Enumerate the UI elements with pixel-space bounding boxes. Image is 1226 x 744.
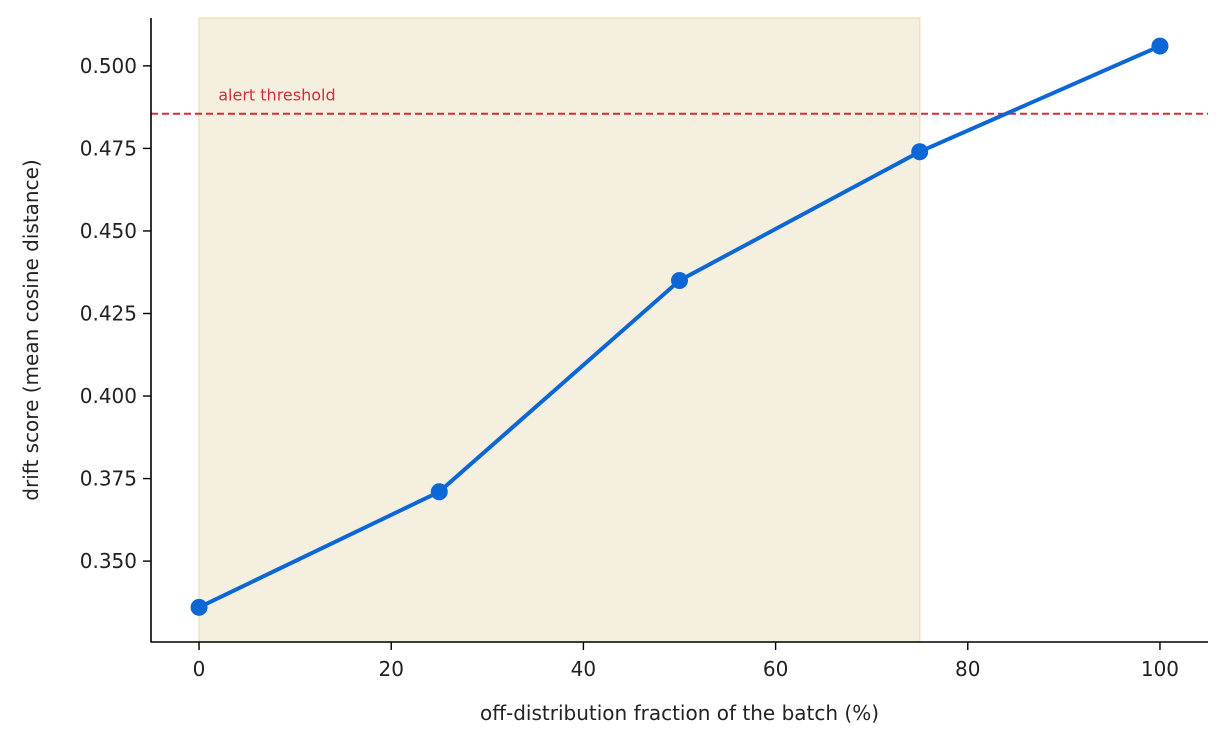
- data-point: [190, 598, 208, 616]
- x-tick-label: 80: [955, 657, 980, 681]
- threshold-layer: alert threshold: [151, 86, 1208, 115]
- x-tick-label: 0: [193, 657, 206, 681]
- x-axis-label: off-distribution fraction of the batch (…: [480, 701, 879, 725]
- y-axis-label: drift score (mean cosine distance): [19, 159, 43, 500]
- y-tick-label: 0.350: [80, 549, 137, 573]
- series-layer: [190, 37, 1169, 616]
- y-tick-label: 0.500: [80, 54, 137, 78]
- data-point: [911, 143, 929, 161]
- threshold-label: alert threshold: [218, 86, 335, 105]
- data-point: [671, 271, 688, 289]
- x-tick-label: 60: [763, 657, 788, 681]
- data-point: [430, 483, 448, 501]
- data-point: [1151, 37, 1169, 55]
- x-tick-label: 20: [379, 657, 404, 681]
- shaded-region-layer: [198, 17, 921, 643]
- shaded-region: [198, 17, 921, 643]
- y-tick-label: 0.400: [80, 384, 137, 408]
- x-tick-label: 100: [1141, 657, 1179, 681]
- y-tick-label: 0.450: [80, 219, 137, 243]
- y-tick-label: 0.425: [80, 301, 137, 325]
- x-tick-label: 40: [571, 657, 596, 681]
- axes-layer: 0 20 40 60 80 100 0.350 0.375 0.400 0.425 0.450 0.4…: [80, 18, 1208, 681]
- y-tick-label: 0.475: [80, 136, 137, 160]
- y-tick-label: 0.375: [80, 467, 137, 491]
